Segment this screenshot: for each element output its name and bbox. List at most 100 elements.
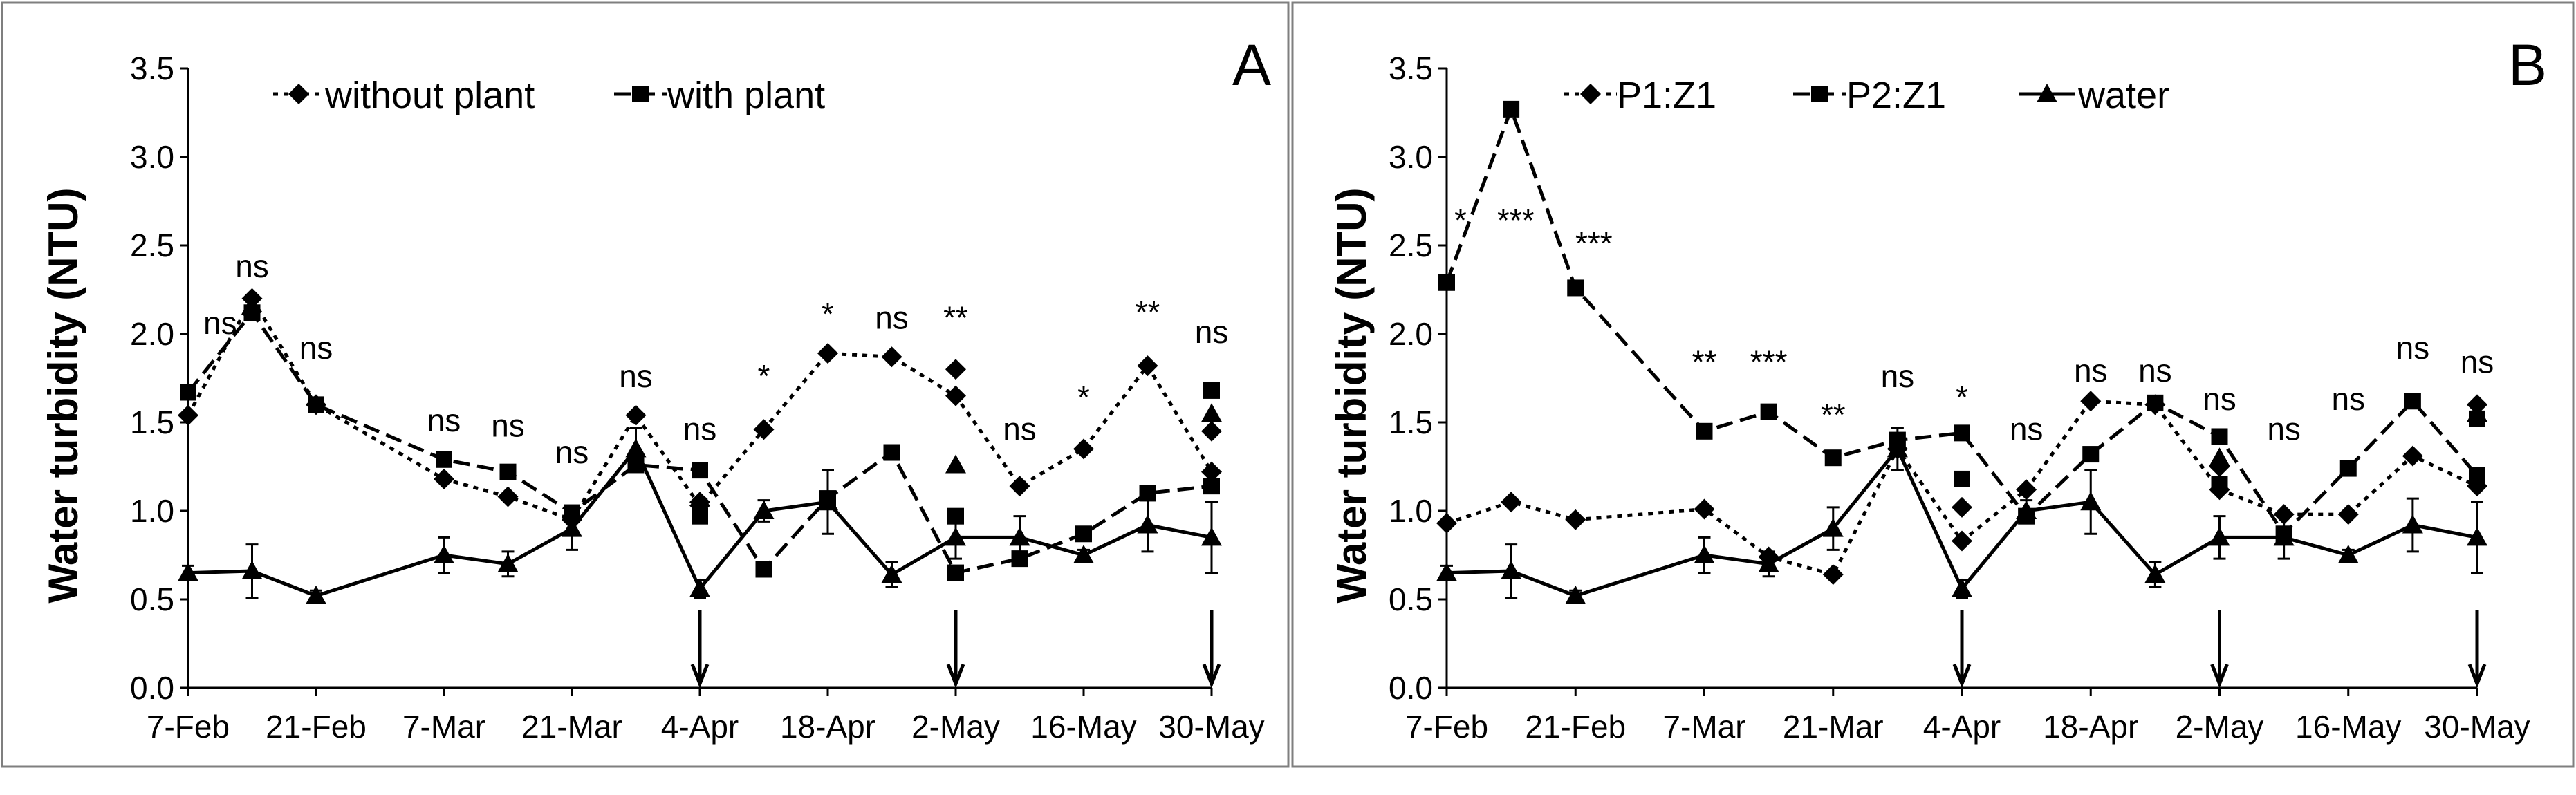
panel-a-extra-point-water [1201,403,1222,422]
panel-a-significance-label: ** [1136,294,1160,330]
panel-a-point-water [689,578,710,597]
panel-b-x-tick-label: 7-Mar [1662,709,1745,745]
panel-b-significance-label: ns [2396,330,2430,366]
panel-a-extra-point-with-plant [1203,382,1220,399]
panel-b-down-arrow-icon [2467,610,2487,689]
panel-a-point-water [1073,545,1094,563]
panel-a-significance-label: ns [1195,314,1229,350]
panel-a-point-with-plant [692,462,708,479]
panel-a-point-water [1201,527,1222,546]
panel-b-line-water [1446,447,2478,598]
panel-a-legend-marker-without-plant [288,84,309,104]
panel-a-x-tick-label: 18-Apr [780,709,875,745]
panel-b-x-tick-label: 18-Apr [2043,709,2138,745]
panel-b-point-water [2337,545,2359,563]
panel-a-y-tick-label: 1.0 [130,493,174,529]
panel-a-line-water [187,447,1212,598]
panel-a-series-water [178,427,1222,604]
panel-b-point-water [1436,562,1457,581]
panel-a-point-with-plant [883,444,900,461]
panel-b-point-p2-z1 [2082,446,2100,463]
panel-b-extra-point-water [2467,403,2487,422]
panel-a-extra-point-with-plant [947,507,964,525]
panel-a-x-tick-label: 30-May [1158,709,1264,745]
panel-a-x-tick-label: 21-Mar [521,709,622,745]
panel-a-down-arrow-icon [690,610,710,689]
panel-b-point-p1-z1 [2080,391,2102,412]
panel-a-point-without-plant [434,468,454,489]
panel-b-point-p2-z1 [1760,403,1777,420]
panel-a-extra-point-water [945,454,966,474]
panel-a-point-water [562,518,582,537]
panel-b-point-water [1758,553,1779,572]
panel-a-point-water [881,564,902,583]
panel-b-extra-point-p2-z1 [2211,476,2228,493]
panel-b-y-tick-label: 2.5 [1389,227,1433,263]
panel-b-significance-label: ns [2267,411,2301,447]
panel-b-point-p2-z1 [2211,428,2228,445]
panel-b-point-water [2080,492,2102,511]
panel-b-significance-label: ** [1692,344,1717,380]
panel-a-significance-label: ns [1003,411,1037,447]
panel-b-point-water [2144,564,2166,583]
panel-b-point-p1-z1 [2016,479,2037,501]
panel-a-significance-label: ns [203,305,237,341]
panel-a-significance-label: * [822,296,834,332]
panel-a-significance-label: ns [299,330,333,366]
panel-b-line-p2-z1 [1445,107,2478,536]
panel-a-arrow-head [1202,664,1221,689]
panel-b-line-p1-z1 [1446,399,2478,577]
panel-b-point-p2-z1 [2404,393,2421,410]
panel-a-x-tick-label: 2-May [911,709,1000,745]
panel-b-point-p2-z1 [1567,279,1584,297]
panel-b-series-water [1436,427,2487,604]
panel-a-legend-without-plant: without plant [273,75,535,116]
panel-a-y-axis-label: Water turbidity (NTU) [40,187,86,603]
panel-a-chart: A Water turbidity (NTU) without plant wi… [40,32,1271,745]
panel-a-significance-label: * [1077,380,1090,415]
panel-b-legend-marker-p1-z1 [1580,84,1601,104]
panel-b-point-water [2273,527,2295,546]
panel-b-point-water [2467,527,2487,546]
panel-b-x-tick-label: 21-Feb [1525,709,1626,745]
panel-a-significance-label: ns [427,402,461,438]
panel-a-y-tick-label: 2.5 [130,227,174,263]
panel-b-point-p1-z1 [1501,492,1522,513]
panel-b-point-p2-z1 [1696,422,1713,440]
panel-b-point-p1-z1 [1822,564,1844,586]
panel-b-point-p1-z1 [2337,504,2359,525]
panel-a-legend-with-plant: with plant [614,75,825,116]
panel-a-legend-label-with-plant: with plant [667,75,825,116]
panel-a-point-water [306,585,326,604]
panel-a-legend-label-without-plant: without plant [324,75,535,116]
panel-b-point-water [2402,514,2423,534]
panel-a-y-tick-label: 3.5 [130,50,174,86]
panel-b-point-p2-z1 [1438,274,1455,291]
panel-a-legend: without plant with plant [273,75,825,116]
panel-b-significance-label: ns [2461,344,2494,380]
panel-b-extra-point-p2-z1 [1954,470,1970,487]
panel-a-point-without-plant [1073,438,1094,460]
panel-b-significance-label: *** [1497,203,1535,238]
panel-b-point-p2-z1 [2339,460,2357,477]
panel-b-point-p2-z1 [1824,449,1842,467]
panel-a-point-with-plant [1203,478,1220,495]
panel-a-point-without-plant [881,346,902,368]
panel-a-x-tick-label: 21-Feb [266,709,367,745]
panel-a-y-tick-label: 0.5 [130,581,174,617]
panel-b-point-water [1501,561,1522,580]
panel-a-x-tick-label: 16-May [1030,709,1136,745]
panel-b-arrow-head [2210,664,2229,689]
panel-b-significance-label: ns [2074,353,2108,389]
panel-a-point-with-plant [308,396,324,413]
panel-a-point-without-plant [625,404,647,426]
panel-a-point-without-plant [1137,355,1158,377]
panel-a-point-water [241,561,263,580]
panel-b-y-axis-label: Water turbidity (NTU) [1328,187,1375,603]
panel-b-down-arrow-icon [1952,610,1972,689]
panel-a-point-without-plant [241,288,263,309]
panel-b-significance-label: *** [1750,344,1788,380]
panel-b-y-tick-label: 1.5 [1389,404,1433,440]
panel-b-point-water [1952,578,1972,597]
